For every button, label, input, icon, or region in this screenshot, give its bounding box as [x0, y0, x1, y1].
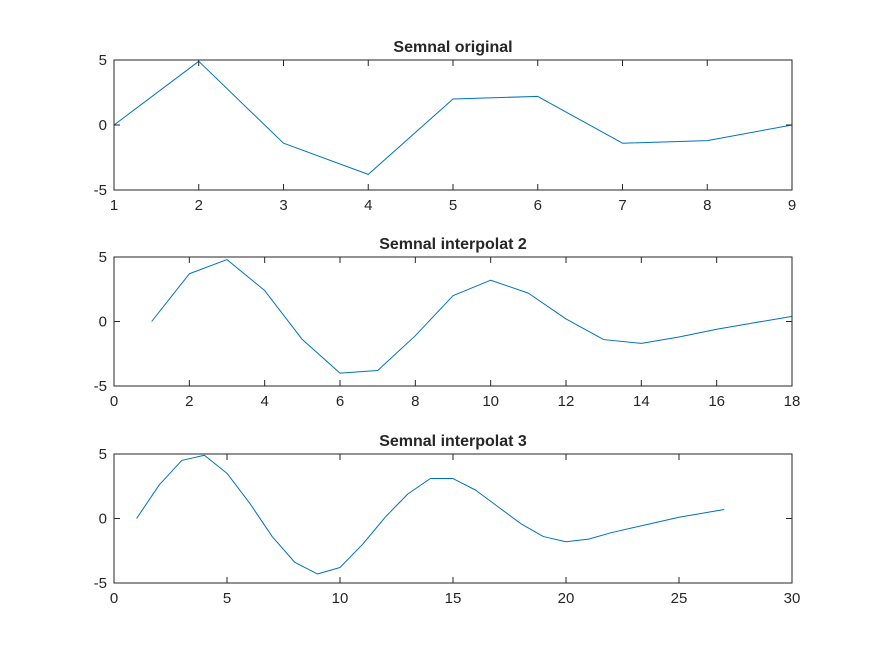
x-tick-label: 7: [618, 197, 626, 214]
subplot-title-1: Semnal original: [393, 39, 512, 56]
y-tick-label: 5: [99, 249, 107, 266]
x-tick-label: 6: [534, 197, 542, 214]
series-line-1: [113, 60, 793, 175]
x-tick-label: 16: [708, 393, 725, 410]
x-tick-label: 3: [279, 197, 287, 214]
y-tick-label: 0: [99, 314, 107, 331]
x-tick-label: 5: [449, 197, 457, 214]
x-tick-label: 14: [633, 393, 650, 410]
series-line-2: [151, 259, 793, 374]
x-tick-label: 8: [703, 197, 711, 214]
x-tick-label: 20: [558, 590, 575, 607]
x-tick-label: 0: [110, 393, 118, 410]
y-tick-label: 5: [99, 52, 107, 69]
subplot-1: 1 2 3 4 5 6 7 8 9 -5 0 5 Semnal original: [94, 39, 797, 214]
x-tick-label: 1: [110, 197, 118, 214]
y-tick-label: 0: [99, 117, 107, 134]
subplot-title-2: Semnal interpolat 2: [379, 236, 527, 253]
x-tick-label: 6: [336, 393, 344, 410]
series-line-3: [136, 454, 725, 575]
x-tick-label: 8: [411, 393, 419, 410]
x-tick-label: 12: [558, 393, 575, 410]
y-tick-label: -5: [94, 182, 107, 199]
x-tick-label: 4: [260, 393, 268, 410]
y-tick-label: -5: [94, 378, 107, 395]
x-tick-label: 30: [784, 590, 801, 607]
x-tick-label: 4: [364, 197, 372, 214]
x-tick-label: 2: [195, 197, 203, 214]
subplot-title-3: Semnal interpolat 3: [379, 433, 527, 450]
x-tick-label: 25: [671, 590, 688, 607]
y-tick-label: 5: [99, 446, 107, 463]
x-tick-label: 18: [784, 393, 801, 410]
x-tick-label: 15: [445, 590, 462, 607]
x-tick-label: 9: [788, 197, 796, 214]
x-tick-label: 2: [185, 393, 193, 410]
y-tick-label: 0: [99, 511, 107, 528]
x-tick-label: 10: [332, 590, 349, 607]
x-tick-label: 0: [110, 590, 118, 607]
x-tick-label: 5: [223, 590, 231, 607]
y-tick-label: -5: [94, 575, 107, 592]
x-tick-label: 10: [482, 393, 499, 410]
